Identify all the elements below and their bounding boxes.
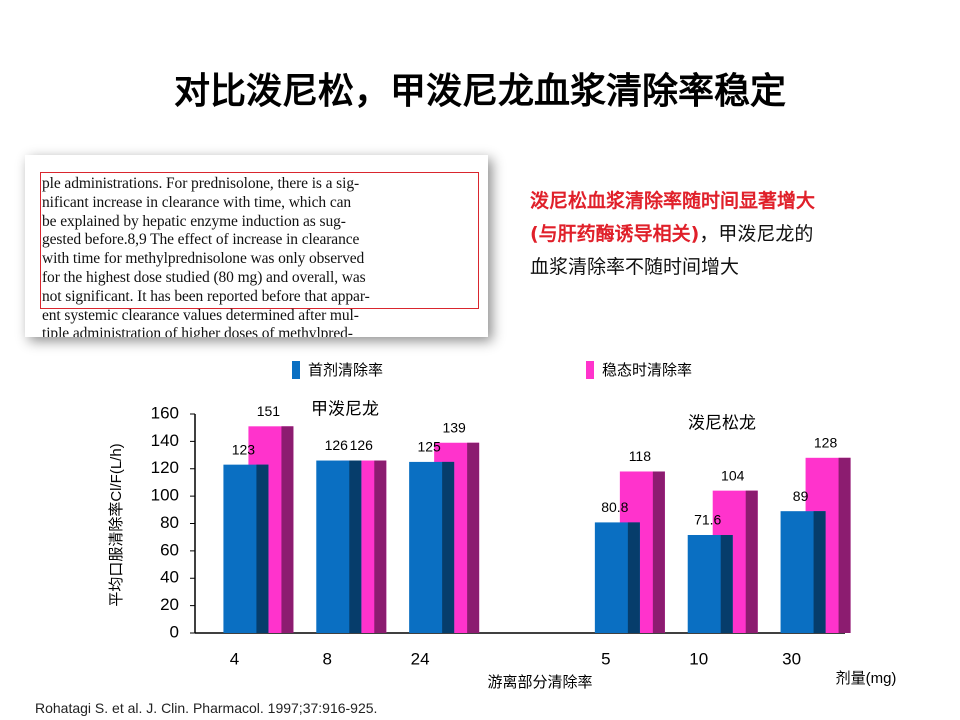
excerpt-line: for the highest dose studied (80 mg) and… [42, 269, 366, 286]
legend-label: 首剂清除率 [308, 362, 383, 379]
citation: Rohatagi S. et al. J. Clin. Pharmacol. 1… [35, 700, 378, 716]
y-tick-label: 40 [160, 568, 179, 587]
x-tick-label: 4 [230, 649, 239, 668]
y-tick-label: 0 [170, 622, 179, 641]
x-tick-label: 5 [601, 649, 610, 668]
note: 泼尼松血浆清除率随时间显著增大 (与肝药酶诱导相关)，甲泼尼龙的血浆清除率不随时间… [530, 185, 815, 284]
annotation: 甲泼尼龙 [311, 399, 379, 418]
excerpt-image: ple administrations. For prednisolone, t… [25, 155, 488, 337]
value-label: 123 [232, 441, 256, 457]
value-label: 118 [629, 448, 652, 464]
y-axis-label: 平均口服清除率Cl/F(L/h) [108, 443, 125, 606]
y-tick-label: 60 [160, 540, 179, 559]
bar-side [652, 471, 665, 633]
y-tick-label: 120 [151, 458, 179, 477]
bar-side [256, 464, 269, 633]
x-tick-label: 8 [323, 649, 332, 668]
note-red: (与肝药酶诱导相关) [530, 223, 700, 245]
highlight-box [40, 172, 479, 309]
value-label: 104 [721, 467, 745, 483]
x-tick-label: 30 [782, 649, 801, 668]
value-label: 126 [350, 437, 374, 453]
note-text: 血浆清除率不随时间增大 [530, 256, 740, 278]
excerpt-line: gested before.8,9 The effect of increase… [42, 231, 360, 249]
excerpt-line: with time for methylprednisolone was onl… [42, 250, 365, 268]
value-label: 125 [417, 439, 441, 455]
value-label: 128 [814, 435, 838, 451]
x-axis-label: 游离部分清除率 [487, 674, 592, 691]
value-label: 80.8 [601, 499, 628, 515]
bar-side [745, 490, 758, 633]
y-tick-label: 20 [160, 595, 179, 614]
bar-side [374, 460, 387, 633]
excerpt-line: not significant. It has been reported be… [42, 287, 370, 305]
excerpt-line: tiple administration of higher doses of … [42, 325, 353, 337]
value-label: 126 [325, 437, 349, 453]
y-tick-label: 80 [160, 513, 179, 532]
excerpt-line: ple administrations. For prednisolone, t… [42, 175, 360, 192]
x-tick-label: 10 [689, 649, 708, 668]
value-label: 71.6 [694, 512, 721, 528]
x-tick-label: 24 [411, 649, 430, 668]
value-label: 151 [257, 403, 281, 419]
bar-side [349, 460, 362, 633]
legend-swatch [586, 361, 594, 379]
bar-side [720, 534, 733, 633]
value-label: 89 [793, 488, 809, 504]
x-axis-label: 剂量(mg) [836, 670, 897, 687]
note-text: ，甲泼尼龙的 [699, 223, 814, 245]
bar-side [442, 461, 455, 633]
bar-side [467, 442, 480, 633]
note-red: 泼尼松血浆清除率随时间显著增大 [530, 190, 816, 212]
y-tick-label: 100 [151, 486, 179, 505]
slide-title: 对比泼尼松，甲泼尼龙血浆清除率稳定 [173, 71, 786, 112]
bar-side [627, 522, 640, 633]
bar-side [281, 426, 294, 633]
y-tick-label: 140 [151, 431, 179, 450]
bar-side [813, 511, 826, 633]
excerpt-line: be explained by hepatic enzyme induction… [42, 212, 346, 230]
legend-label: 稳态时清除率 [602, 362, 692, 379]
annotation: 泼尼松龙 [688, 413, 756, 432]
bar-side [838, 457, 851, 633]
value-label: 139 [442, 419, 466, 435]
excerpt-line: nificant increase in clearance with time… [42, 193, 352, 211]
legend-swatch [292, 361, 300, 379]
excerpt-line: ent systemic clearance values determined… [42, 306, 359, 324]
y-tick-label: 160 [151, 403, 179, 422]
